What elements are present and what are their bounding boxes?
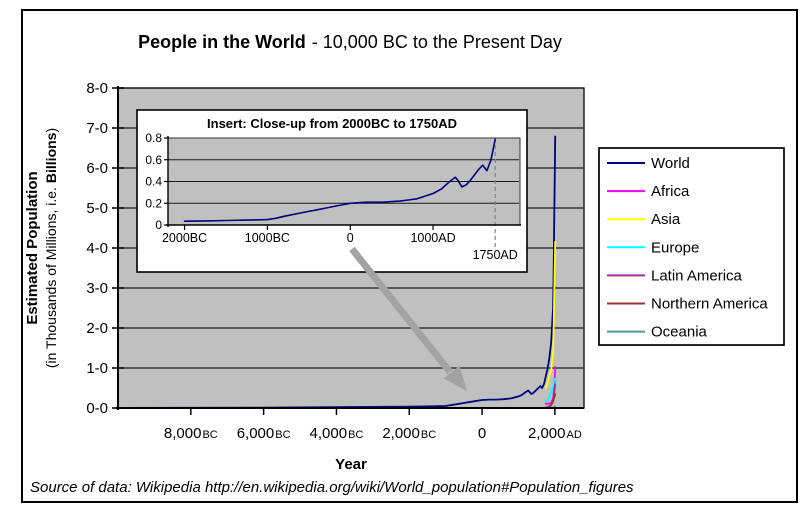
main-y-tick-label: 1-0 (86, 360, 108, 377)
legend-label: World (651, 155, 690, 172)
insert-x-tick-label: 1000AD (410, 231, 455, 245)
insert-x-tick-label: 0 (347, 231, 354, 245)
legend-label: Africa (651, 183, 690, 200)
series-line-asia (544, 240, 557, 389)
main-x-tick-suffix: BC (202, 429, 217, 441)
main-y-tick-label: 8-0 (86, 80, 108, 97)
legend-item: World (607, 155, 690, 172)
legend-item: Oceania (607, 324, 708, 341)
legend-items: World Africa Asia Europe Latin America Northe… (607, 155, 768, 341)
main-x-tick-value: 8,000 (164, 425, 202, 442)
insert-chart: Insert: Close-up from 2000BC to 1750AD 0… (136, 109, 528, 273)
insert-world-line (183, 138, 497, 222)
main-x-tick-value: 2,000 (528, 425, 566, 442)
main-y-tick-label: 4-0 (86, 240, 108, 257)
insert-gridlines (169, 159, 519, 204)
legend-label: Latin America (651, 267, 743, 284)
chart-title-bold: People in the World (138, 32, 306, 52)
main-y-axis-ticks: 0-0 1-0 2-0 3-0 4-0 5-0 6-0 7-0 8-0 (86, 80, 124, 417)
legend-label: Oceania (651, 324, 708, 341)
main-x-tick-suffix: BC (348, 429, 363, 441)
main-y-tick-label: 5-0 (86, 200, 108, 217)
callout-arrow-head (443, 365, 467, 391)
legend-label: Europe (651, 239, 699, 256)
chart-title: People in the World - 10,000 BC to the Pr… (138, 32, 562, 52)
insert-series-line (183, 138, 497, 222)
insert-y-tick-label: 0.8 (145, 131, 162, 145)
main-y-tick-label: 6-0 (86, 160, 108, 177)
main-x-tick-label: 2,000BC (382, 425, 436, 442)
insert-1750ad-label: 1750AD (473, 248, 518, 262)
insert-y-tick-label: 0.6 (145, 153, 162, 167)
main-x-tick-value: 4,000 (310, 425, 348, 442)
main-x-tick-label: 2,000AD (528, 425, 582, 442)
insert-y-tick-label: 0.2 (145, 196, 162, 210)
main-x-tick-value: 6,000 (237, 425, 275, 442)
main-x-tick-label: 6,000BC (237, 425, 291, 442)
x-axis-title: Year (335, 456, 367, 473)
legend-item: Europe (607, 239, 699, 256)
series-line-europe (544, 377, 557, 403)
main-y-tick-label: 2-0 (86, 320, 108, 337)
insert-y-tick-label: 0 (155, 218, 162, 232)
legend: World Africa Asia Europe Latin America Northe… (598, 147, 785, 346)
main-x-tick-suffix: BC (421, 429, 436, 441)
y-axis-subtitle-suffix: ) (43, 128, 59, 133)
legend-item: Latin America (607, 267, 743, 284)
callout-arrow-shaft (349, 246, 453, 375)
main-x-tick-value: 0 (478, 425, 486, 442)
main-x-tick-label: 0 (478, 425, 486, 442)
callout-arrow-icon (349, 246, 467, 391)
insert-x-tick-label: 1000BC (245, 231, 290, 245)
y-axis-subtitle-prefix: (in Thousands of Millions, i.e. (43, 187, 59, 368)
y-axis-subtitle: (in Thousands of Millions, i.e. Billions) (43, 128, 59, 368)
main-x-tick-value: 2,000 (382, 425, 420, 442)
source-note: Source of data: Wikipedia http://en.wiki… (30, 479, 634, 496)
main-x-tick-suffix: BC (275, 429, 290, 441)
legend-item: Asia (607, 211, 681, 228)
insert-x-axis-ticks: 2000BC 1000BC 0 1000AD (162, 225, 456, 245)
main-y-tick-label: 7-0 (86, 120, 108, 137)
main-x-tick-label: 8,000BC (164, 425, 218, 442)
main-y-tick-label: 3-0 (86, 280, 108, 297)
main-x-tick-label: 4,000BC (310, 425, 364, 442)
main-y-tick-label: 0-0 (86, 400, 108, 417)
legend-label: Asia (651, 211, 681, 228)
insert-y-tick-label: 0.4 (145, 175, 162, 189)
y-axis-subtitle-bold: Billions (43, 132, 59, 183)
main-x-tick-suffix: AD (567, 429, 582, 441)
legend-item: Northern America (607, 296, 768, 313)
legend-item: Africa (607, 183, 690, 200)
main-x-axis-ticks: 8,000BC 6,000BC 4,000BC 2,000BC 0 2,000AD (164, 408, 582, 442)
insert-y-axis-ticks: 0.8 0.6 0.4 0.2 0 (145, 131, 169, 232)
series-line-world (117, 135, 557, 409)
y-axis-title: Estimated Population (24, 171, 41, 324)
chart-title-rest: - 10,000 BC to the Present Day (312, 32, 562, 52)
insert-title: Insert: Close-up from 2000BC to 1750AD (207, 116, 457, 131)
insert-x-tick-label: 2000BC (162, 231, 207, 245)
legend-label: Northern America (651, 296, 768, 313)
